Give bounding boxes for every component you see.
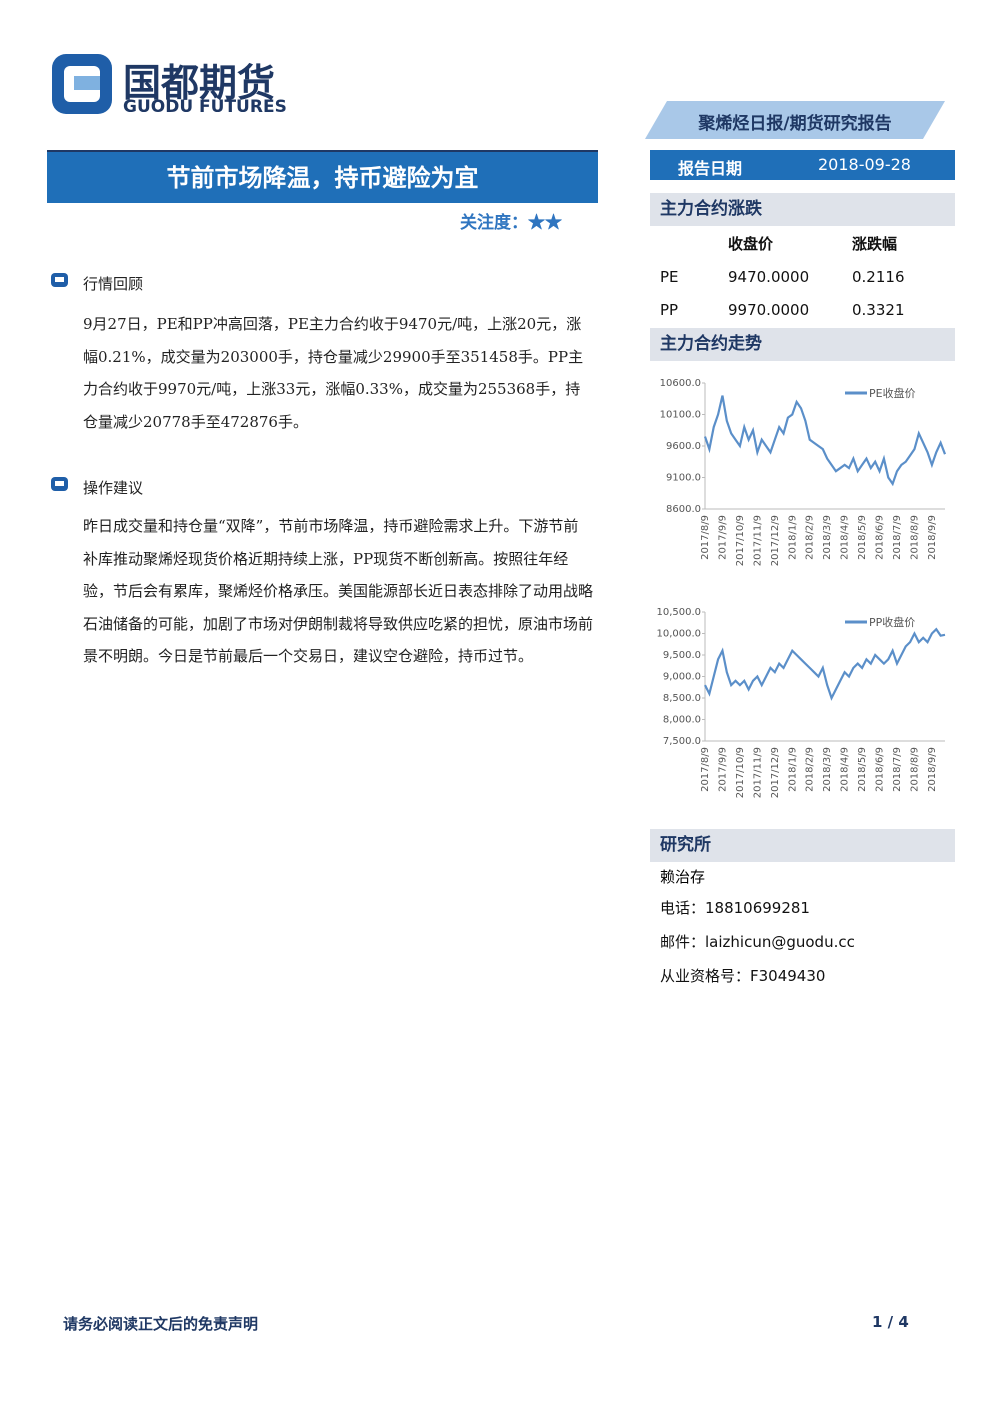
x-tick-label: 2017/11/9 bbox=[752, 515, 763, 566]
date-label: 报告日期 bbox=[678, 159, 743, 178]
stars: ★★ bbox=[528, 213, 562, 233]
banner-shape bbox=[645, 101, 945, 139]
x-tick-label: 2017/8/9 bbox=[700, 747, 711, 792]
x-tick-label: 2018/5/9 bbox=[857, 747, 868, 792]
x-tick-label: 2018/4/9 bbox=[840, 515, 851, 560]
section-heading: 行情回顾 bbox=[83, 275, 144, 293]
y-tick-label: 9600.0 bbox=[666, 441, 701, 452]
table-cell: 9470.0000 bbox=[728, 268, 810, 286]
table-cell: PP bbox=[660, 301, 679, 319]
x-tick-label: 2018/3/9 bbox=[822, 515, 833, 560]
rule bbox=[47, 150, 598, 152]
section-title: 研究所 bbox=[650, 829, 955, 862]
x-tick-label: 2018/8/9 bbox=[909, 515, 920, 560]
section-body: 昨日成交量和持仓量“双降”，节前市场降温，持币避险需求上升。下游节前补库推动聚烯… bbox=[83, 517, 594, 665]
section-title: 主力合约涨跌 bbox=[650, 193, 955, 226]
table-cell: 0.3321 bbox=[852, 301, 905, 319]
x-tick-label: 2017/9/9 bbox=[717, 747, 728, 792]
x-tick-label: 2017/10/9 bbox=[735, 515, 746, 566]
x-tick-label: 2018/7/9 bbox=[892, 747, 903, 792]
table-header: 涨跌幅 bbox=[852, 235, 898, 253]
bullet bbox=[51, 477, 68, 491]
x-tick-label: 2018/2/9 bbox=[805, 515, 816, 560]
license: 从业资格号：F3049430 bbox=[660, 967, 826, 985]
phone: 电话：18810699281 bbox=[660, 899, 810, 917]
y-tick-label: 8,000.0 bbox=[663, 715, 701, 726]
logo-icon bbox=[52, 54, 112, 114]
disclaimer: 请务必阅读正文后的免责声明 bbox=[63, 1315, 259, 1333]
x-tick-label: 2018/5/9 bbox=[857, 515, 868, 560]
x-tick-label: 2018/9/9 bbox=[927, 515, 938, 560]
y-tick-label: 7,500.0 bbox=[663, 736, 701, 747]
x-tick-label: 2017/12/9 bbox=[770, 747, 781, 798]
date: 2018-09-28 bbox=[818, 155, 911, 174]
x-tick-label: 2017/8/9 bbox=[700, 515, 711, 560]
table-header: 收盘价 bbox=[728, 235, 774, 253]
y-tick-label: 9,500.0 bbox=[663, 650, 701, 661]
x-tick-label: 2018/2/9 bbox=[805, 747, 816, 792]
series-line bbox=[703, 395, 947, 487]
y-tick-label: 10,000.0 bbox=[656, 629, 701, 640]
table-cell: PE bbox=[660, 268, 679, 286]
section-title: 主力合约走势 bbox=[650, 328, 955, 361]
x-tick-label: 2018/6/9 bbox=[875, 747, 886, 792]
section-body: 9月27日，PE和PP冲高回落，PE主力合约收于9470元/吨，上涨20元，涨幅… bbox=[83, 315, 584, 431]
title: 节前市场降温，持币避险为宜 bbox=[47, 152, 598, 203]
y-tick-label: 10600.0 bbox=[660, 378, 701, 389]
bullet bbox=[51, 273, 68, 287]
legend-label: PP收盘价 bbox=[869, 615, 915, 629]
table-cell: 9970.0000 bbox=[728, 301, 810, 319]
y-tick-label: 10,500.0 bbox=[656, 607, 701, 618]
x-tick-label: 2018/9/9 bbox=[927, 747, 938, 792]
x-tick-label: 2017/10/9 bbox=[735, 747, 746, 798]
date-bar bbox=[650, 150, 955, 180]
logo-cn: 国都期货 bbox=[123, 61, 276, 105]
y-tick-label: 8,500.0 bbox=[663, 693, 701, 704]
series-line bbox=[704, 627, 946, 701]
x-tick-label: 2018/4/9 bbox=[840, 747, 851, 792]
analyst: 赖治存 bbox=[660, 868, 706, 886]
x-tick-label: 2017/12/9 bbox=[770, 515, 781, 566]
email: 邮件：laizhicun@guodu.cc bbox=[660, 933, 855, 951]
attention: 关注度：★★ bbox=[460, 208, 562, 233]
logo-en: GUODU FUTURES bbox=[123, 97, 287, 117]
attention-label: 关注度： bbox=[460, 213, 528, 233]
x-tick-label: 2018/1/9 bbox=[787, 747, 798, 792]
y-tick-label: 9100.0 bbox=[666, 473, 701, 484]
y-tick-label: 9,000.0 bbox=[663, 672, 701, 683]
x-tick-label: 2018/1/9 bbox=[787, 515, 798, 560]
x-tick-label: 2018/7/9 bbox=[892, 515, 903, 560]
y-tick-label: 8600.0 bbox=[666, 504, 701, 515]
x-tick-label: 2017/9/9 bbox=[717, 515, 728, 560]
x-tick-label: 2018/8/9 bbox=[909, 747, 920, 792]
table-cell: 0.2116 bbox=[852, 268, 905, 286]
legend-label: PE收盘价 bbox=[869, 386, 916, 400]
x-tick-label: 2017/11/9 bbox=[752, 747, 763, 798]
report-type: 聚烯烃日报/期货研究报告 bbox=[698, 114, 892, 134]
page-number: 1 / 4 bbox=[872, 1313, 909, 1331]
section-heading: 操作建议 bbox=[83, 479, 144, 497]
x-tick-label: 2018/3/9 bbox=[822, 747, 833, 792]
y-tick-label: 10100.0 bbox=[660, 410, 701, 421]
x-tick-label: 2018/6/9 bbox=[875, 515, 886, 560]
